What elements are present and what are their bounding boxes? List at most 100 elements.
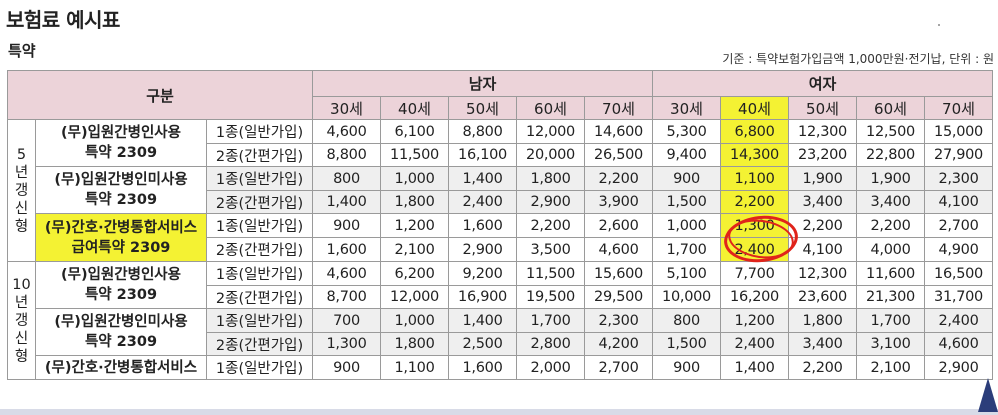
premium-cell: 11,500 xyxy=(380,143,449,167)
renewal-type-char: 5 xyxy=(16,146,27,163)
premium-cell: 12,000 xyxy=(380,285,449,309)
premium-cell: 10,000 xyxy=(652,285,721,309)
premium-cell: 1,400 xyxy=(448,308,517,333)
premium-cell: 1,400 xyxy=(312,190,381,214)
premium-table: 구분 남자 여자 30세 40세 50세 60세 70세 30세 40세 50세… xyxy=(7,70,993,380)
premium-cell: 1,600 xyxy=(448,355,517,380)
enrollment-type: 1종(일반가입) xyxy=(206,308,313,333)
premium-cell: 5,300 xyxy=(652,119,721,144)
product-name-line: 급여특약 2309 xyxy=(71,239,171,256)
enrollment-type: 2종(간편가입) xyxy=(206,143,313,167)
premium-cell: 1,700 xyxy=(856,308,925,333)
renewal-type-char: 형 xyxy=(14,218,29,235)
premium-cell: 20,000 xyxy=(516,143,585,167)
age-header: 70세 xyxy=(584,96,653,120)
premium-cell: 2,400 xyxy=(448,190,517,214)
premium-cell: 16,200 xyxy=(720,285,789,309)
premium-cell: 3,400 xyxy=(788,332,857,356)
premium-cell: 4,200 xyxy=(584,332,653,356)
premium-cell: 1,400 xyxy=(720,355,789,380)
premium-cell: 2,200 xyxy=(788,213,857,238)
renewal-type-char: 신 xyxy=(14,200,29,217)
age-header: 30세 xyxy=(312,96,381,120)
enrollment-type: 1종(일반가입) xyxy=(206,355,313,380)
premium-cell: 4,100 xyxy=(924,190,993,214)
premium-cell: 1,900 xyxy=(788,166,857,191)
premium-cell: 15,600 xyxy=(584,261,653,286)
premium-cell: 22,800 xyxy=(856,143,925,167)
age-header: 70세 xyxy=(924,96,993,120)
bottom-bar xyxy=(0,409,998,415)
premium-cell: 1,100 xyxy=(720,166,789,191)
age-header: 50세 xyxy=(788,96,857,120)
renewal-type-char: 갱 xyxy=(14,182,29,199)
page-title: 보험료 예시표 xyxy=(6,8,120,32)
age-header: 30세 xyxy=(652,96,721,120)
premium-cell: 26,500 xyxy=(584,143,653,167)
premium-cell: 12,000 xyxy=(516,119,585,144)
premium-cell: 6,800 xyxy=(720,119,789,144)
male-header: 남자 xyxy=(312,70,653,97)
female-header: 여자 xyxy=(652,70,993,97)
renewal-type-char: 10 xyxy=(12,276,31,293)
premium-cell: 1,800 xyxy=(516,166,585,191)
enrollment-type: 1종(일반가입) xyxy=(206,166,313,191)
premium-cell: 21,300 xyxy=(856,285,925,309)
premium-cell: 2,700 xyxy=(584,355,653,380)
premium-cell: 23,200 xyxy=(788,143,857,167)
premium-cell: 1,300 xyxy=(720,213,789,238)
premium-cell: 1,700 xyxy=(516,308,585,333)
premium-cell: 5,100 xyxy=(652,261,721,286)
age-header: 60세 xyxy=(856,96,925,120)
product-name: (무)간호·간병통합서비스 xyxy=(35,355,207,380)
premium-cell: 15,000 xyxy=(924,119,993,144)
table-row: 2종(간편가입) 1,400 1,800 2,400 2,900 3,900 1,500 2,… xyxy=(8,190,993,214)
premium-cell: 2,100 xyxy=(856,355,925,380)
premium-cell: 2,800 xyxy=(516,332,585,356)
premium-cell: 1,500 xyxy=(652,190,721,214)
section-title: 특약 xyxy=(8,42,36,60)
age-header-highlighted: 40세 xyxy=(720,96,789,120)
premium-cell: 29,500 xyxy=(584,285,653,309)
enrollment-type: 2종(간편가입) xyxy=(206,285,313,309)
product-name-line: (무)입원간병인미사용 xyxy=(54,172,188,188)
product-name: (무)입원간병인사용 특약 2309 xyxy=(35,261,207,309)
table-row: (무)입원간병인미사용 특약 2309 1종(일반가입) 800 1,000 1,400 1… xyxy=(8,166,993,214)
premium-cell: 2,400 xyxy=(924,308,993,333)
premium-cell: 6,100 xyxy=(380,119,449,144)
product-name-line: 특약 2309 xyxy=(84,145,158,161)
product-name-line: 특약 2309 xyxy=(84,334,158,350)
premium-cell: 2,500 xyxy=(448,332,517,356)
product-name-line: (무)간호·간병통합서비스 xyxy=(44,219,198,236)
table-row: 10 년 갱 신 형 (무)입원간병인사용 특약 2309 1종(일반가입) 4,600 6,20… xyxy=(7,261,993,380)
premium-cell: 9,400 xyxy=(652,143,721,167)
premium-cell: 19,500 xyxy=(516,285,585,309)
premium-cell: 3,400 xyxy=(856,190,925,214)
table-row: 2종(간편가입) 8,800 11,500 16,100 20,000 26,500 9,4… xyxy=(8,143,993,167)
premium-cell: 4,600 xyxy=(312,119,381,144)
premium-cell: 2,400 xyxy=(720,332,789,356)
age-header: 40세 xyxy=(380,96,449,120)
premium-cell: 11,600 xyxy=(856,261,925,286)
premium-cell: 16,900 xyxy=(448,285,517,309)
premium-cell: 900 xyxy=(652,355,721,380)
table-row: (무)입원간병인미사용 특약 2309 1종(일반가입) 700 1,000 1,400 1… xyxy=(8,308,993,356)
renewal-type-char: 년 xyxy=(14,294,29,311)
premium-cell: 1,600 xyxy=(448,213,517,238)
premium-cell: 2,200 xyxy=(856,213,925,238)
premium-cell: 4,000 xyxy=(856,237,925,262)
enrollment-type: 1종(일반가입) xyxy=(206,261,313,286)
product-name-line: 특약 2309 xyxy=(84,192,158,208)
premium-cell: 1,700 xyxy=(652,237,721,262)
premium-cell: 800 xyxy=(312,166,381,191)
premium-cell: 3,400 xyxy=(788,190,857,214)
premium-cell: 1,800 xyxy=(380,332,449,356)
enrollment-type: 2종(간편가입) xyxy=(206,332,313,356)
age-header: 50세 xyxy=(448,96,517,120)
premium-cell: 900 xyxy=(312,213,381,238)
premium-cell: 8,800 xyxy=(448,119,517,144)
premium-cell: 12,500 xyxy=(856,119,925,144)
premium-cell: 31,700 xyxy=(924,285,993,309)
